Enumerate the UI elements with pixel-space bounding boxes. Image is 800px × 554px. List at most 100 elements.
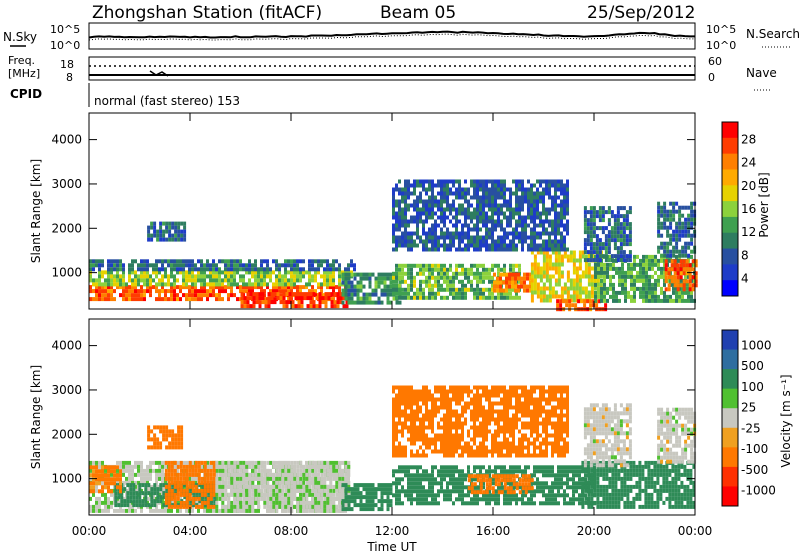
heatmap-cell <box>293 488 297 493</box>
heatmap-cell <box>515 203 518 208</box>
heatmap-cell <box>317 468 321 473</box>
heatmap-cell <box>545 215 548 220</box>
heatmap-cell <box>681 205 685 210</box>
heatmap-cell <box>503 199 506 204</box>
heatmap-cell <box>323 282 326 287</box>
heatmap-cell <box>275 480 279 485</box>
heatmap-cell <box>332 488 336 493</box>
heatmap-cell <box>681 290 684 295</box>
heatmap-cell <box>583 299 587 304</box>
heatmap-cell <box>254 270 257 275</box>
heatmap-cell <box>663 241 667 246</box>
heatmap-cell <box>624 270 627 275</box>
heatmap-cell <box>619 258 623 263</box>
heatmap-cell <box>639 294 642 299</box>
heatmap-cell <box>242 464 246 469</box>
heatmap-cell <box>176 460 179 465</box>
heatmap-cell <box>407 203 410 208</box>
heatmap-cell <box>153 425 157 430</box>
heatmap-cell <box>657 209 661 214</box>
heatmap-cell <box>500 247 503 252</box>
heatmap-cell <box>218 496 222 501</box>
heatmap-cell <box>254 476 258 481</box>
heatmap-cell <box>636 278 639 283</box>
heatmap-cell <box>242 500 246 505</box>
heatmap-cell <box>188 484 192 489</box>
heatmap-cell <box>92 492 95 497</box>
heatmap-cell <box>149 464 152 469</box>
heatmap-cell <box>389 292 393 297</box>
heatmap-cell <box>209 278 212 283</box>
heatmap-cell <box>242 468 246 473</box>
heatmap-cell <box>512 211 515 216</box>
freq-tick-low: 8 <box>66 71 73 84</box>
heatmap-cell <box>134 472 137 477</box>
heatmap-cell <box>308 500 311 505</box>
heatmap-cell <box>446 295 449 300</box>
range-tick-label: 1000 <box>51 266 82 280</box>
heatmap-cell <box>293 472 297 477</box>
heatmap-cell <box>685 263 689 268</box>
heatmap-cell <box>551 286 555 291</box>
heatmap-cell <box>482 291 485 296</box>
heatmap-cell <box>675 237 679 242</box>
heatmap-cell <box>669 298 672 303</box>
heatmap-cell <box>297 296 301 301</box>
heatmap-cell <box>530 235 533 240</box>
heatmap-cell <box>179 464 183 469</box>
heatmap-cell <box>246 296 250 301</box>
heatmap-cell <box>180 233 184 238</box>
heatmap-cell <box>320 504 324 509</box>
heatmap-cell <box>633 294 636 299</box>
heatmap-cell <box>323 460 327 465</box>
heatmap-cell <box>161 476 164 481</box>
heatmap-cell <box>622 250 626 255</box>
heatmap-cell <box>107 496 110 501</box>
heatmap-cell <box>485 227 488 232</box>
heatmap-cell <box>479 195 482 200</box>
heatmap-cell <box>159 225 163 230</box>
heatmap-cell <box>140 472 143 477</box>
heatmap-cell <box>594 262 597 267</box>
heatmap-cell <box>398 223 401 228</box>
heatmap-cell <box>182 267 185 272</box>
heatmap-cell <box>572 286 576 291</box>
heatmap-cell <box>625 222 629 227</box>
heatmap-cell <box>452 223 455 228</box>
heatmap-cell <box>566 199 569 204</box>
heatmap-cell <box>563 203 566 208</box>
heatmap-cell <box>164 293 167 298</box>
heatmap-cell <box>509 211 512 216</box>
heatmap-cell <box>266 484 270 489</box>
heatmap-cell <box>264 300 268 305</box>
heatmap-cell <box>437 291 440 296</box>
heatmap-cell <box>572 282 576 287</box>
heatmap-cell <box>506 199 509 204</box>
heatmap-cell <box>434 243 437 248</box>
heatmap-cell <box>542 239 545 244</box>
heatmap-cell <box>263 492 267 497</box>
heatmap-cell <box>123 503 127 508</box>
heatmap-cell <box>236 285 239 290</box>
heatmap-cell <box>682 259 686 264</box>
cpid-label: CPID <box>10 87 42 101</box>
heatmap-cell <box>146 263 149 268</box>
nsearch-tick-high: 10^5 <box>706 23 736 36</box>
heatmap-cell <box>329 282 332 287</box>
heatmap-cell <box>110 263 113 268</box>
heatmap-cell <box>619 206 623 211</box>
heatmap-cell <box>594 254 597 259</box>
heatmap-cell <box>404 195 407 200</box>
heatmap-cell <box>92 477 95 482</box>
heatmap-cell <box>131 289 134 294</box>
heatmap-cell <box>293 468 297 473</box>
heatmap-cell <box>129 487 133 492</box>
heatmap-cell <box>326 460 330 465</box>
heatmap-cell <box>293 274 296 279</box>
heatmap-cell <box>527 179 530 184</box>
heatmap-cell <box>583 206 587 211</box>
heatmap-cell <box>479 247 482 252</box>
heatmap-cell <box>461 263 464 268</box>
heatmap-cell <box>380 288 384 293</box>
heatmap-cell <box>509 267 512 272</box>
